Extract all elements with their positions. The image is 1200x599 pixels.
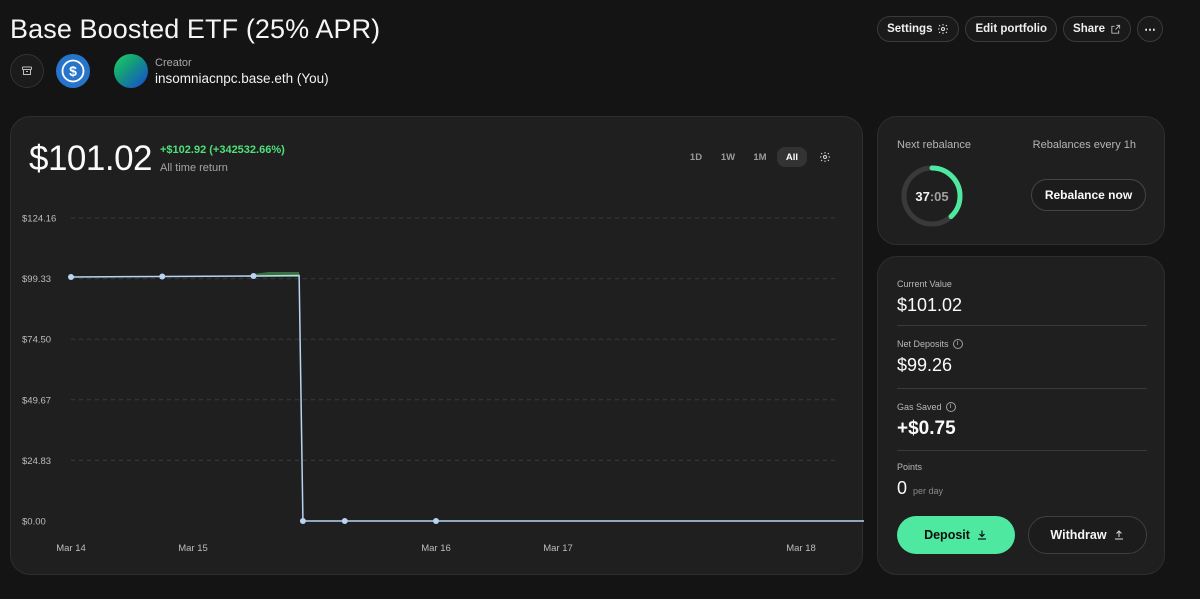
upload-icon — [1114, 530, 1123, 540]
series-line — [70, 274, 864, 522]
performance-chart[interactable]: $124.16 $99.33 $74.50 $49.67 $24.83 $0.00 Mar … — [11, 117, 864, 576]
rebalance-now-button[interactable]: Rebalance now — [1031, 179, 1146, 211]
current-value: $101.02 — [897, 295, 963, 315]
x-tick-label: Mar 14 — [56, 543, 86, 554]
info-icon[interactable]: i — [952, 339, 963, 349]
next-rebalance-label: Next rebalance — [897, 139, 971, 151]
y-tick-label: $49.67 — [22, 395, 51, 406]
edit-portfolio-button[interactable]: Edit portfolio — [965, 16, 1058, 42]
svg-text:$: $ — [69, 63, 77, 79]
divider — [897, 388, 1147, 389]
settings-button[interactable]: Settings — [877, 16, 960, 42]
range-1m-button[interactable]: 1M — [753, 151, 767, 163]
rebalance-timer-ring — [901, 165, 963, 227]
range-all-button[interactable]: All — [777, 147, 807, 167]
share-button[interactable]: Share — [1063, 16, 1131, 42]
points-stat: Points 0 per day — [897, 462, 1147, 499]
data-point — [433, 518, 439, 524]
page-title: Base Boosted ETF (25% APR) — [10, 14, 381, 44]
performance-card: $101.02 +$102.92 (+342532.66%) All time … — [10, 116, 864, 576]
y-tick-label: $124.16 — [22, 214, 56, 225]
all-time-gain: +$102.92 (+342532.66%) — [160, 144, 285, 156]
divider — [897, 450, 1147, 451]
current-value-stat: Current Value $101.02 — [897, 279, 1147, 316]
info-icon[interactable]: i — [945, 402, 956, 412]
data-point — [299, 518, 306, 524]
range-1d-button[interactable]: 1D — [689, 151, 703, 163]
data-point — [341, 518, 348, 524]
gas-saved-stat: Gas Saved i +$0.75 — [897, 402, 1147, 440]
gas-saved-label-row: Gas Saved i — [897, 402, 1147, 412]
y-tick-label: $0.00 — [22, 517, 46, 528]
portfolio-value: $101.02 — [29, 139, 153, 178]
gear-icon — [820, 152, 830, 162]
share-label: Share — [1073, 23, 1105, 35]
points-label: Points — [897, 462, 923, 472]
divider — [897, 325, 1147, 326]
gas-saved-label: Gas Saved — [897, 402, 942, 412]
archive-icon — [22, 66, 32, 75]
withdraw-label: Withdraw — [1050, 528, 1107, 542]
data-point — [68, 273, 74, 280]
net-deposits-value: $99.26 — [897, 355, 953, 375]
countdown-seconds: 05 — [934, 188, 949, 204]
more-icon: ⋯ — [1144, 24, 1156, 36]
countdown-separator: : — [929, 188, 935, 204]
net-deposits-stat: Net Deposits i $99.26 — [897, 339, 1147, 376]
points-value: 0 — [897, 478, 908, 498]
deposit-button[interactable]: Deposit — [897, 516, 1015, 554]
current-value-label: Current Value — [897, 279, 952, 289]
points-row: 0 per day — [897, 478, 1147, 499]
more-options-button[interactable]: ⋯ — [1137, 16, 1163, 42]
y-tick-label: $99.33 — [22, 274, 51, 285]
top-actions: Settings Edit portfolio Share ⋯ — [877, 16, 1163, 42]
data-point — [159, 273, 166, 280]
points-unit: per day — [913, 486, 944, 496]
x-tick-label: Mar 18 — [786, 543, 816, 554]
withdraw-button[interactable]: Withdraw — [1028, 516, 1147, 554]
creator-name[interactable]: insomniacnpc.base.eth (You) — [155, 70, 329, 86]
countdown-minutes: 37 — [915, 188, 930, 204]
deposit-label: Deposit — [924, 528, 970, 542]
net-deposits-label-row: Net Deposits i — [897, 339, 1147, 349]
net-deposits-label: Net Deposits — [897, 339, 949, 349]
y-tick-label: $74.50 — [22, 335, 51, 346]
chart-settings-button[interactable] — [815, 147, 835, 167]
y-tick-label: $24.83 — [22, 456, 51, 467]
usdc-token-icon: $ — [56, 54, 90, 88]
x-tick-label: Mar 16 — [421, 543, 451, 554]
rebalance-countdown: 37:05 — [900, 164, 964, 228]
creator-row: $ Creator insomniacnpc.base.eth (You) — [10, 54, 329, 88]
x-tick-label: Mar 17 — [543, 543, 573, 554]
stats-card: Current Value $101.02 Net Deposits i $99… — [877, 256, 1165, 575]
range-1w-button[interactable]: 1W — [720, 151, 736, 163]
download-icon — [977, 530, 986, 540]
gas-saved-value: +$0.75 — [897, 418, 956, 439]
settings-label: Settings — [887, 23, 933, 35]
archive-button[interactable] — [10, 54, 44, 88]
external-link-icon — [1111, 24, 1121, 34]
avatar[interactable] — [114, 54, 148, 88]
rebalance-frequency-label: Rebalances every 1h — [1032, 139, 1136, 151]
all-time-return-label: All time return — [160, 162, 228, 174]
rebalance-card: Next rebalance Rebalances every 1h 37:05… — [877, 116, 1165, 245]
creator-label: Creator — [155, 56, 192, 69]
gear-icon — [938, 24, 949, 34]
data-point — [250, 272, 257, 279]
x-tick-label: Mar 15 — [178, 543, 208, 554]
creator-info: Creator insomniacnpc.base.eth (You) — [155, 57, 329, 86]
edit-portfolio-label: Edit portfolio — [975, 23, 1048, 35]
range-selector: 1D 1W 1M All — [681, 147, 835, 167]
